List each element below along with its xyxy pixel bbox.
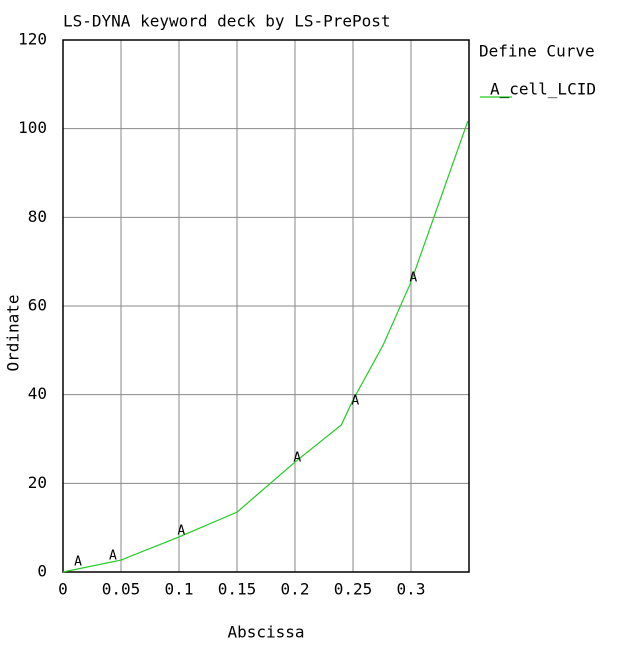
plot-frame (62, 39, 470, 573)
series-marker: A (74, 554, 82, 569)
y-tick-label: 20 (28, 473, 47, 492)
y-tick-label: 80 (28, 207, 47, 226)
y-axis-label: Ordinate (4, 294, 23, 371)
series-marker: A (409, 271, 417, 286)
x-tick-label: 0.25 (334, 580, 373, 599)
series-marker: A (177, 524, 185, 539)
x-tick-label: 0.2 (281, 580, 310, 599)
y-tick-label: 100 (18, 118, 47, 137)
legend-label: A_cell_LCID (490, 80, 596, 99)
x-tick-label: 0.05 (102, 580, 141, 599)
x-tick-label: 0 (58, 580, 68, 599)
x-axis-label: Abscissa (227, 623, 304, 642)
chart-title: LS-DYNA keyword deck by LS-PrePost (63, 12, 391, 31)
x-tick-label: 0.1 (165, 580, 194, 599)
y-tick-label: 60 (28, 296, 47, 315)
x-tick-label: 0.3 (397, 580, 426, 599)
x-tick-label: 0.15 (218, 580, 257, 599)
y-tick-label: 120 (18, 30, 47, 49)
y-tick-label: 40 (28, 384, 47, 403)
series-marker: A (109, 549, 117, 564)
series-line (62, 120, 469, 573)
series-marker: A (351, 393, 359, 408)
series-marker: A (293, 451, 301, 466)
legend-title: Define Curve (479, 42, 595, 61)
y-tick-label: 0 (37, 562, 47, 581)
